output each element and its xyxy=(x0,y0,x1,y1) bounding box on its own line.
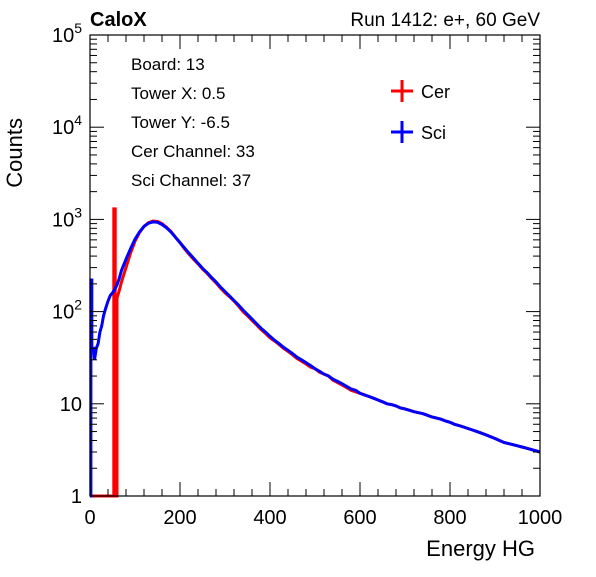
plot-frame xyxy=(89,34,541,497)
series-layer xyxy=(89,207,541,498)
x-tick-label: 400 xyxy=(253,507,286,529)
y-tick-label: 10 xyxy=(60,394,82,416)
ticks-layer: 0 200 400 600 800 1000 1 10 102 103 104 105 xyxy=(52,20,562,529)
info-tower-x: Tower X: 0.5 xyxy=(131,84,226,103)
x-tick-label: 200 xyxy=(163,507,196,529)
info-cer-channel: Cer Channel: 33 xyxy=(131,142,255,161)
legend: Cer Sci xyxy=(391,80,450,143)
y-axis-title: Counts xyxy=(2,118,27,188)
info-sci-channel: Sci Channel: 37 xyxy=(131,171,251,190)
y-tick-label: 1 xyxy=(71,486,82,508)
y-tick-label: 104 xyxy=(52,112,82,139)
legend-cer-marker xyxy=(391,80,413,102)
legend-sci-marker xyxy=(391,121,413,143)
x-tick-label: 0 xyxy=(84,507,95,529)
legend-cer-label: Cer xyxy=(421,82,450,102)
series-line-sci xyxy=(89,220,541,498)
y-tick-label: 103 xyxy=(52,204,82,231)
x-tick-label: 800 xyxy=(433,507,466,529)
x-tick-label: 600 xyxy=(343,507,376,529)
x-tick-label: 1000 xyxy=(518,507,563,529)
info-board: Board: 13 xyxy=(131,55,205,74)
y-tick-label: 102 xyxy=(52,297,82,324)
legend-sci-label: Sci xyxy=(421,123,446,143)
info-box: Board: 13 Tower X: 0.5 Tower Y: -6.5 Cer… xyxy=(131,55,255,190)
y-tick-label: 105 xyxy=(52,20,82,47)
header-right: Run 1412: e+, 60 GeV xyxy=(350,10,540,31)
x-axis-title: Energy HG xyxy=(426,536,535,561)
info-tower-y: Tower Y: -6.5 xyxy=(131,113,230,132)
header-left: CaloX xyxy=(90,9,147,31)
